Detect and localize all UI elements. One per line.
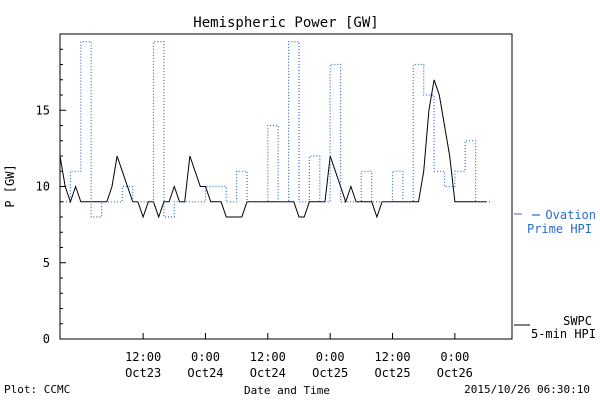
- x-tick-label-date: Oct25: [312, 366, 348, 380]
- x-tick-label-time: 0:00: [316, 350, 345, 364]
- legend-swpc: SWPC 5-min HPI: [514, 314, 596, 341]
- x-axis-label: Date and Time: [244, 384, 330, 397]
- y-tick-label: 0: [43, 332, 50, 346]
- x-tick-label-date: Oct24: [250, 366, 286, 380]
- chart-title: Hemispheric Power [GW]: [193, 15, 378, 31]
- legend-ovation: Ovation Prime HPI: [514, 208, 596, 236]
- x-tick-label-time: 0:00: [191, 350, 220, 364]
- series-swpc-line: [59, 79, 486, 219]
- x-tick-label-date: Oct26: [437, 366, 473, 380]
- plot-timestamp: 2015/10/26 06:30:10: [464, 383, 590, 396]
- legend-ovation-line2: Prime HPI: [527, 222, 592, 236]
- y-tick-label: 10: [36, 180, 50, 194]
- x-tick-label-time: 12:00: [374, 350, 410, 364]
- y-tick-label: 15: [36, 103, 50, 117]
- x-tick-label-date: Oct23: [125, 366, 161, 380]
- x-tick-label-date: Oct24: [187, 366, 223, 380]
- series-layer: [59, 41, 492, 219]
- x-tick-label-time: 12:00: [125, 350, 161, 364]
- plot-credit: Plot: CCMC: [4, 383, 71, 396]
- legend-ovation-line1: Ovation: [545, 208, 596, 222]
- y-axis-label: P [GW]: [3, 164, 17, 207]
- x-tick-label-date: Oct25: [374, 366, 410, 380]
- y-tick-label: 5: [43, 256, 50, 270]
- y-axis-ticks: 0 5 10 15: [36, 48, 66, 346]
- x-tick-label-time: 12:00: [250, 350, 286, 364]
- legend-swpc-line1: SWPC: [563, 314, 592, 328]
- x-axis-ticks: 12:00 Oct23 0:00 Oct24 12:00 Oct24 0:00 Oct25 12…: [125, 333, 473, 380]
- legend-swpc-line2: 5-min HPI: [531, 327, 596, 341]
- x-tick-label-time: 0:00: [440, 350, 469, 364]
